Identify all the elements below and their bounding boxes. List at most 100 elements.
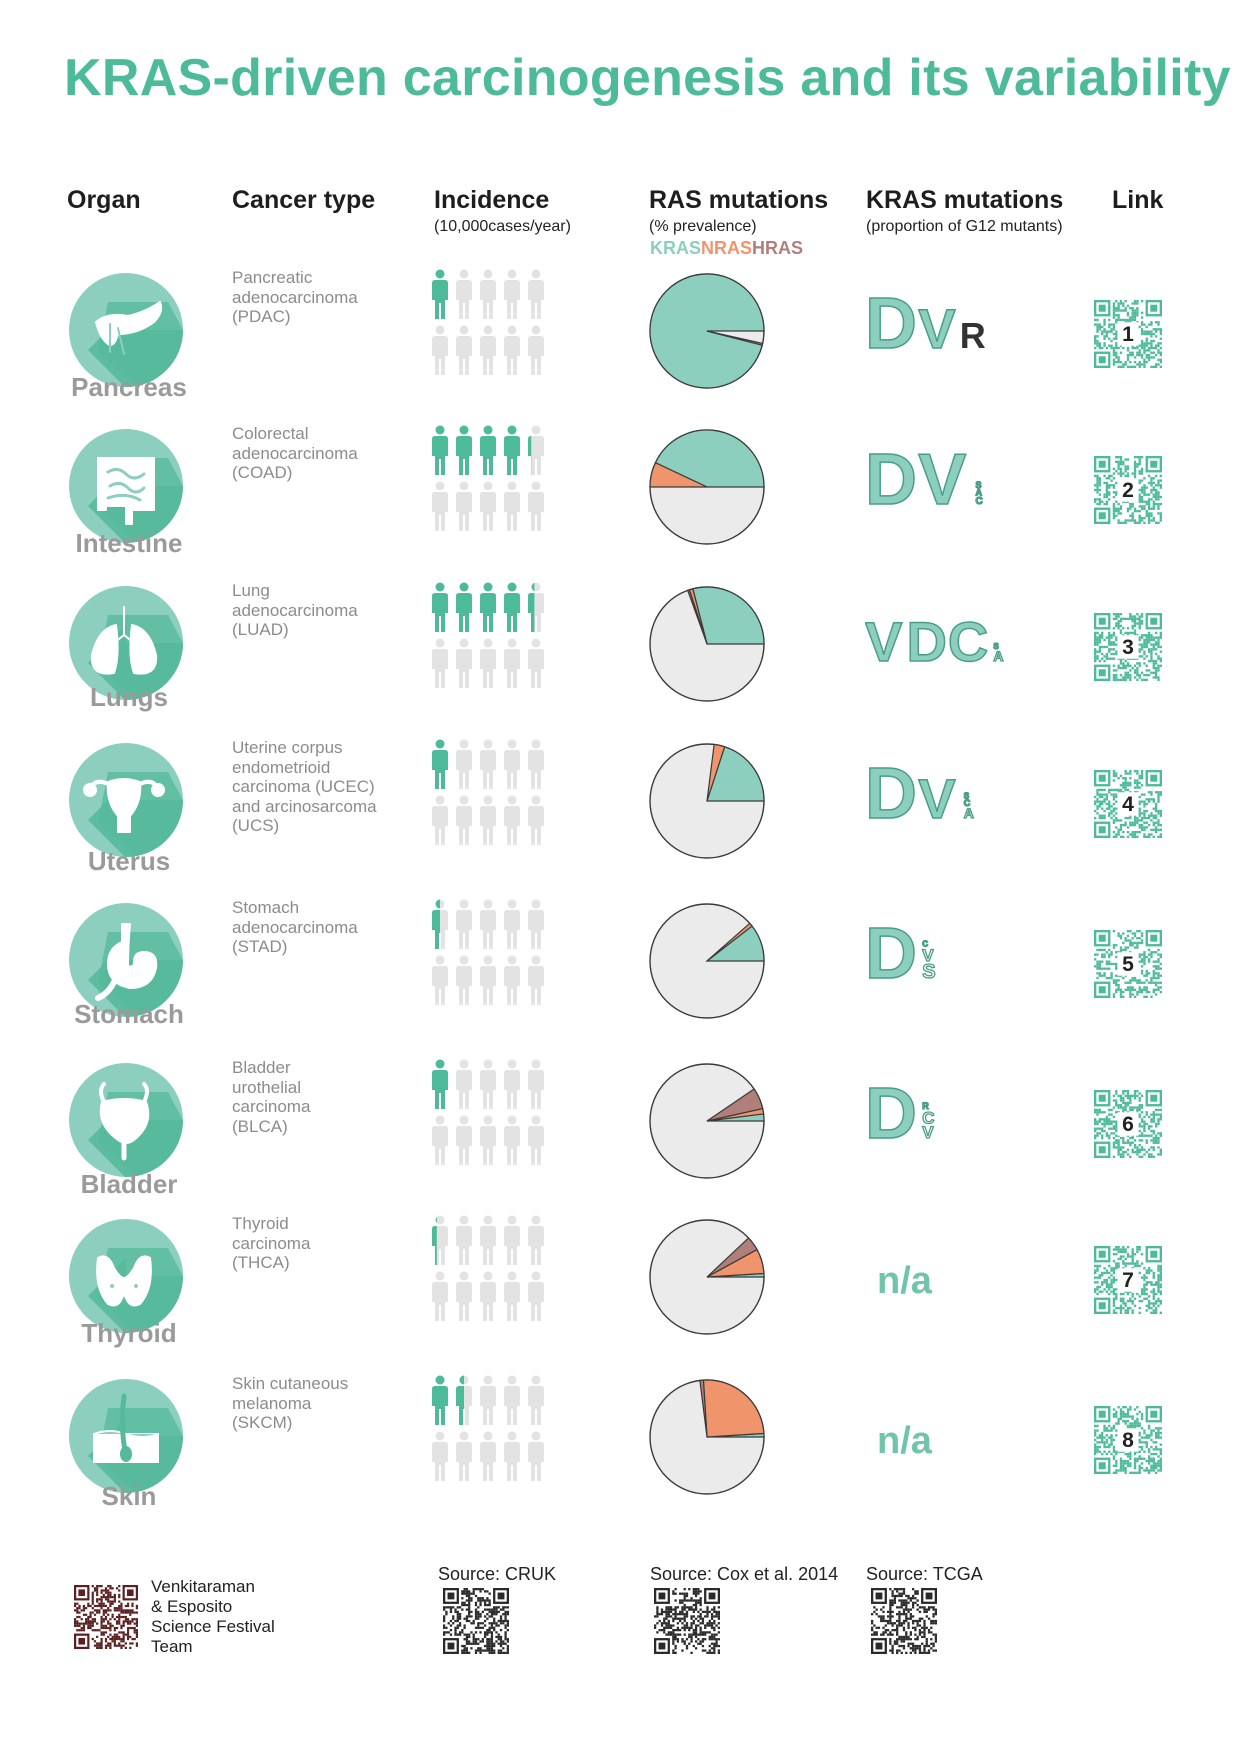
person-figure: [456, 425, 472, 475]
kras-letters: D V CAS: [864, 439, 983, 521]
skin-icon: [68, 1378, 184, 1494]
legend-hras: HRAS: [752, 238, 804, 258]
qr-graphic: 7: [1094, 1246, 1162, 1314]
cancer-type: Colorectal adenocarcinoma (COAD): [232, 424, 358, 482]
link-qr-code[interactable]: 3: [1094, 613, 1162, 681]
bladder-icon-graphic: [69, 1063, 183, 1177]
link-qr-code[interactable]: 1: [1094, 300, 1162, 368]
header-ras-sub: (% prevalence): [649, 218, 757, 235]
svg-text:2: 2: [1122, 479, 1134, 502]
person-figure: [504, 582, 520, 632]
person-figure: [528, 1271, 544, 1321]
ras-pie: [649, 903, 765, 1019]
cancer-type: Thyroid carcinoma (THCA): [232, 1214, 311, 1272]
svg-text:3: 3: [1122, 636, 1134, 659]
organ-name: Pancreas: [71, 372, 187, 402]
incidence-figures: [432, 1375, 544, 1481]
header-incidence-sub: (10,000cases/year): [434, 218, 571, 235]
kras-letter: D: [865, 754, 917, 834]
qr-graphic: [74, 1585, 138, 1649]
incidence-pictogram: [432, 1215, 552, 1333]
link-qr-code[interactable]: 7: [1094, 1246, 1162, 1314]
header-kras-sub: (proportion of G12 mutants): [866, 218, 1063, 235]
link-qr-code[interactable]: 8: [1094, 1406, 1162, 1474]
pie-slice-nras: [706, 743, 726, 802]
incidence-figures: [432, 269, 544, 375]
ras-pie-chart: [647, 1217, 767, 1337]
incidence-figures: [432, 899, 544, 1005]
tcga-qr-code[interactable]: [871, 1588, 937, 1654]
cancer-type: Skin cutaneous melanoma (SKCM): [232, 1374, 349, 1432]
person-figure: [456, 638, 472, 688]
cruk-qr-code[interactable]: [443, 1588, 509, 1654]
qr-graphic: 8: [1094, 1406, 1162, 1474]
person-figure: [480, 1375, 496, 1425]
ras-pie-chart: [647, 901, 767, 1021]
header-organ: Organ: [67, 186, 141, 214]
kras-na: n/a: [877, 1420, 932, 1462]
link-qr-code[interactable]: 6: [1094, 1090, 1162, 1158]
incidence-pictogram: [432, 582, 552, 700]
pie-slice-kras: [706, 746, 765, 802]
ras-pie: [649, 429, 765, 545]
organ-row: Uterus Uterine corpus endometrioid carcin…: [0, 738, 1240, 898]
legend-nras: NRAS: [701, 238, 753, 258]
person-figure: [480, 269, 496, 319]
kras-letter: A: [964, 805, 974, 821]
kras-letter: S: [993, 642, 999, 651]
organ-name: Uterus: [87, 846, 171, 876]
kras-letters: V D C AS: [864, 609, 1004, 674]
kras-letter: C: [922, 940, 928, 949]
person-figure: [480, 795, 496, 845]
kras-letter: A: [993, 648, 1003, 664]
organ-row: Stomach Stomach adenocarcinoma (STAD) D S V C…: [0, 898, 1240, 1058]
team-qr-code[interactable]: [74, 1585, 138, 1649]
ras-pie: [649, 1219, 765, 1335]
link-qr-code[interactable]: 2: [1094, 456, 1162, 524]
person-figure: [480, 1431, 496, 1481]
person-figure: [456, 582, 472, 632]
kras-letter: C: [922, 1109, 934, 1128]
person-figure: [456, 1059, 472, 1109]
person-figure: [456, 1215, 472, 1265]
person-figure: [528, 269, 544, 319]
person-figure: [432, 739, 448, 789]
person-figure: [528, 955, 544, 1005]
qr-graphic: 5: [1094, 930, 1162, 998]
source-kras: Source: TCGA: [866, 1564, 983, 1584]
person-figure: [504, 1215, 520, 1265]
organ-row: Pancreas Pancreatic adenocarcinoma (PDAC)…: [0, 268, 1240, 428]
person-figure: [480, 955, 496, 1005]
kras-letter: D: [865, 914, 917, 994]
lungs-icon-graphic: [69, 586, 183, 700]
kras-letter: D: [865, 1074, 917, 1154]
person-figure: [504, 1431, 520, 1481]
incidence-pictogram: [432, 1375, 552, 1493]
person-figure: [528, 1375, 544, 1425]
organ-row: Thyroid Thyroid carcinoma (THCA) n/a 7: [0, 1214, 1240, 1374]
ras-pie: [649, 1063, 765, 1179]
person-figure: [432, 899, 448, 949]
kras-na: n/a: [877, 1260, 932, 1302]
ras-pie-chart: [647, 741, 767, 861]
kras-letter: V: [922, 946, 934, 965]
qr-graphic: [871, 1588, 937, 1654]
kras-letter: D: [865, 440, 917, 520]
header-kras: KRAS mutations: [866, 186, 1064, 214]
link-qr-code[interactable]: 4: [1094, 770, 1162, 838]
organ-name: Lungs: [90, 682, 168, 712]
person-figure: [504, 1375, 520, 1425]
incidence-pictogram: [432, 1059, 552, 1177]
person-figure: [456, 899, 472, 949]
person-figure: [480, 638, 496, 688]
link-qr-code[interactable]: 5: [1094, 930, 1162, 998]
kras-letters: D SVC: [864, 913, 936, 995]
cox-qr-code[interactable]: [654, 1588, 720, 1654]
thyroid-icon-graphic: [69, 1219, 183, 1333]
pancreas-icon: [68, 272, 184, 388]
ras-pie: [649, 743, 765, 859]
